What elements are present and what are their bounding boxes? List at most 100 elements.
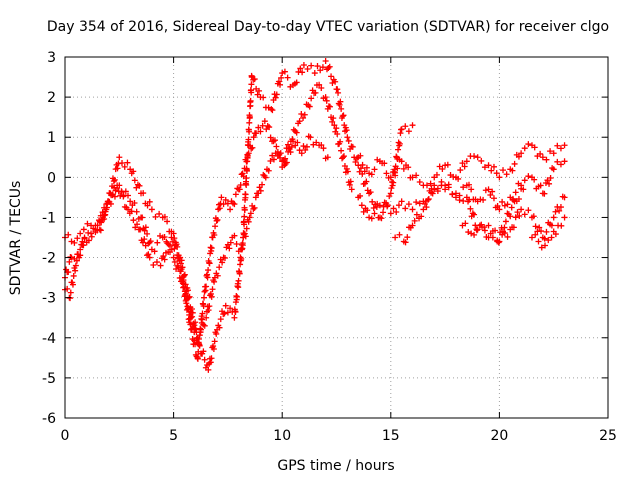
data-point [201,294,208,301]
data-point [525,141,532,148]
data-point [299,69,306,76]
data-point [146,239,153,246]
data-point [283,159,290,166]
data-point [284,74,291,81]
data-point [504,210,511,217]
x-tick-label: 5 [169,428,178,444]
data-point [525,173,532,180]
data-point [147,238,154,245]
data-point [425,196,432,203]
data-point [326,103,333,110]
data-point [317,67,324,74]
data-point [398,158,405,165]
data-point [541,235,548,242]
data-point [241,207,248,214]
data-point [500,167,507,174]
data-point [336,101,343,108]
data-point [468,186,475,193]
data-point [227,305,234,312]
data-point [421,201,428,208]
data-point [413,199,420,206]
y-axis-label: SDTVAR / TECUs [8,181,24,296]
data-point [284,141,291,148]
data-point [287,149,294,156]
x-tick-label: 10 [273,428,291,444]
data-point [296,118,303,125]
data-point [274,148,281,155]
data-point [204,274,211,281]
data-point [301,111,308,118]
data-point [495,239,502,246]
data-point [77,230,84,237]
data-point [368,215,375,222]
data-point [177,260,184,267]
data-point [216,264,223,271]
data-point [481,164,488,171]
data-point [340,112,347,119]
data-point [337,138,344,145]
y-tick-label: -6 [42,411,56,427]
data-point [205,267,212,274]
data-point [445,184,452,191]
data-point [333,125,340,132]
data-point [201,356,208,363]
data-point [561,214,568,221]
data-point [409,122,416,129]
data-point [173,241,180,248]
data-point [131,200,138,207]
data-point [409,222,416,229]
data-point [65,231,72,238]
series-track-1 [62,81,355,362]
data-point [277,154,284,161]
data-point [273,143,280,150]
data-point [231,201,238,208]
y-tick-label: -2 [42,251,56,267]
data-point [192,326,199,333]
data-point [206,260,213,267]
data-point [170,230,177,237]
data-point [203,283,210,290]
data-point [85,237,92,244]
data-point [101,212,108,219]
data-point [222,302,229,309]
y-tick-label: -3 [42,291,56,307]
data-point [118,189,125,196]
data-point [107,200,114,207]
data-point [84,220,91,227]
data-point [160,253,167,260]
data-point [252,194,259,201]
data-point [339,113,346,120]
data-point [185,287,192,294]
data-point [272,94,279,101]
data-point [459,160,466,167]
data-point [219,259,226,266]
data-point [293,79,300,86]
data-point [325,64,332,71]
data-point [139,239,146,246]
data-point [359,161,366,168]
data-point [320,145,327,152]
data-point [206,303,213,310]
data-point [128,208,135,215]
data-point [378,215,385,222]
data-point [267,157,274,164]
data-point [161,213,168,220]
data-point [557,145,564,152]
data-point [334,130,341,137]
data-point [68,238,75,245]
data-point [210,343,217,350]
data-point [167,242,174,249]
data-point [343,127,350,134]
y-tick-label: -5 [42,371,56,387]
data-point [207,290,214,297]
data-point [487,192,494,199]
data-point [427,180,434,187]
data-point [413,172,420,179]
data-point [329,79,336,86]
data-point [334,86,341,93]
data-point [124,159,131,166]
data-point [130,217,137,224]
data-point [277,150,284,157]
data-point [203,314,210,321]
data-point [518,206,525,213]
